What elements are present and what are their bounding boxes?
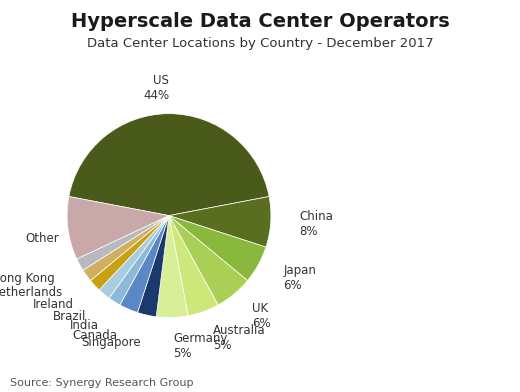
Text: Canada: Canada: [72, 329, 117, 342]
Wedge shape: [169, 216, 248, 305]
Text: Singapore: Singapore: [81, 336, 140, 349]
Wedge shape: [83, 216, 169, 281]
Text: Source: Synergy Research Group: Source: Synergy Research Group: [10, 378, 194, 388]
Text: Data Center Locations by Country - December 2017: Data Center Locations by Country - Decem…: [87, 37, 433, 50]
Wedge shape: [109, 216, 169, 305]
Text: Hyperscale Data Center Operators: Hyperscale Data Center Operators: [71, 12, 449, 31]
Wedge shape: [156, 216, 188, 318]
Text: Netherlands: Netherlands: [0, 286, 63, 299]
Text: China
8%: China 8%: [299, 210, 333, 238]
Text: US
44%: US 44%: [143, 74, 169, 102]
Text: Brazil: Brazil: [53, 310, 86, 323]
Wedge shape: [169, 196, 271, 247]
Text: Australia
5%: Australia 5%: [213, 324, 266, 352]
Text: Hong Kong: Hong Kong: [0, 272, 55, 285]
Wedge shape: [120, 216, 169, 312]
Wedge shape: [90, 216, 169, 290]
Wedge shape: [99, 216, 169, 298]
Wedge shape: [69, 114, 269, 216]
Text: Other: Other: [25, 232, 59, 245]
Wedge shape: [77, 216, 169, 270]
Text: Germany
5%: Germany 5%: [173, 332, 227, 360]
Wedge shape: [67, 196, 169, 259]
Text: India: India: [70, 319, 99, 332]
Wedge shape: [137, 216, 169, 317]
Wedge shape: [169, 216, 218, 316]
Text: Japan
6%: Japan 6%: [283, 265, 316, 292]
Text: Ireland: Ireland: [33, 298, 74, 311]
Text: UK
6%: UK 6%: [252, 302, 271, 330]
Wedge shape: [169, 216, 266, 281]
